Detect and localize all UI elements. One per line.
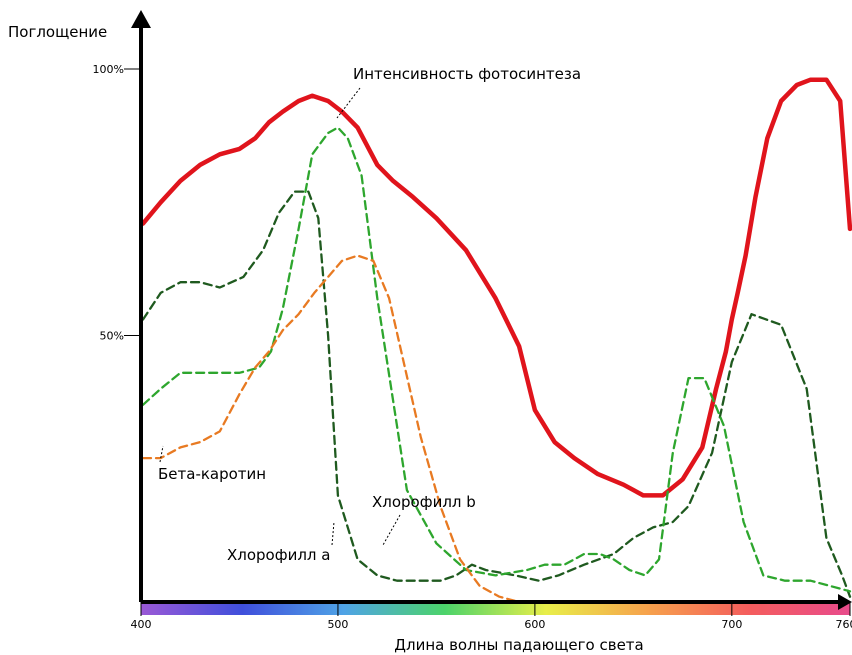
chlorophyll-a-line	[141, 190, 852, 598]
tick-layer: 400 500 600 700 760 50% 100%	[93, 63, 852, 631]
x-tick-label-500: 500	[327, 618, 348, 631]
leader-chlorophyll-a	[331, 521, 335, 546]
x-tick-label-600: 600	[524, 618, 545, 631]
annotation-beta-carotene: Бета-каротин	[158, 465, 266, 483]
chlorophyll-b-line	[141, 126, 852, 593]
y-axis-title: Поглощение	[8, 23, 107, 41]
x-tick-label-400: 400	[131, 618, 152, 631]
x-tick-label-700: 700	[721, 618, 742, 631]
leader-beta-carotene	[159, 445, 164, 463]
annotation-chlorophyll-a: Хлорофилл a	[227, 546, 330, 564]
y-tick-label-50: 50%	[100, 330, 124, 343]
leader-photosynthesis	[336, 87, 361, 119]
annotation-chlorophyll-b: Хлорофилл b	[372, 493, 476, 511]
spectrum-bar	[141, 602, 850, 615]
y-axis-arrow	[131, 10, 151, 28]
x-axis-arrow	[838, 594, 852, 610]
series-layer	[140, 77, 852, 604]
x-tick-label-760: 760	[836, 618, 852, 631]
leader-chlorophyll-b	[382, 514, 401, 546]
x-axis-title: Длина волны падающего света	[394, 636, 643, 654]
beta-carotene-line	[141, 254, 540, 604]
photosynthesis-line	[140, 77, 852, 498]
annotation-leaders	[159, 87, 401, 546]
annotation-photosynthesis: Интенсивность фотосинтеза	[353, 65, 581, 83]
y-tick-label-100: 100%	[93, 63, 124, 76]
